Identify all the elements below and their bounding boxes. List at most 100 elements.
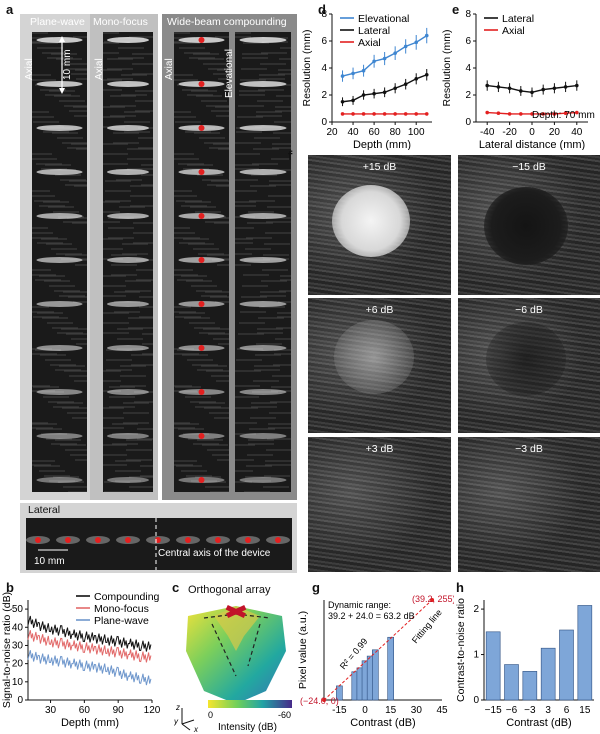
y-axis-label: Resolution (mm): [301, 29, 313, 106]
speckle: [274, 349, 291, 351]
speckle: [36, 428, 62, 430]
speckle: [195, 476, 221, 478]
reflector: [36, 213, 83, 219]
dynamic-range-chart: -15 0 15 30 45 Contrast (dB) Pixel value (a.u.…: [297, 594, 454, 729]
colorbar-tick-0: 0: [208, 710, 213, 720]
speckle: [242, 57, 268, 59]
speckle: [279, 290, 291, 292]
x-tick-label: 0: [529, 127, 535, 138]
speckle: [174, 79, 198, 81]
series-line: [27, 615, 152, 652]
data-point: [541, 112, 545, 116]
phantom-minus15: −15 dB: [458, 155, 600, 295]
speckle: [103, 380, 121, 382]
speckle: [108, 237, 134, 239]
speckle: [176, 465, 202, 467]
speckle: [279, 58, 291, 60]
speckle: [63, 291, 87, 293]
speckle: [32, 158, 57, 160]
speckle: [139, 316, 153, 318]
speckle: [193, 443, 219, 445]
y-tick-label: 2: [465, 90, 471, 101]
speckle: [73, 36, 87, 38]
speckle: [249, 200, 275, 202]
speckle: [273, 132, 291, 134]
speckle: [235, 242, 253, 244]
speckle: [103, 116, 125, 118]
phantom-minus3: −3 dB: [458, 437, 600, 572]
speckle: [181, 275, 207, 277]
speckle: [217, 69, 229, 71]
speckle: [255, 354, 281, 356]
speckle: [116, 179, 142, 181]
speckle: [257, 100, 283, 102]
speckle: [267, 206, 291, 208]
y-tick-label: 0: [17, 695, 23, 706]
speckle: [32, 111, 49, 113]
y-tick-label: 2: [321, 90, 327, 101]
speckle: [207, 184, 229, 186]
speckle: [113, 142, 139, 144]
x-tick-label: -20: [502, 127, 517, 138]
x-axis-label: Depth (mm): [61, 717, 119, 729]
axes-icon: [181, 708, 195, 731]
speckle: [214, 222, 229, 224]
reflector: [239, 169, 287, 175]
speckle: [53, 476, 79, 478]
data-point: [519, 112, 523, 116]
x-axis-label: Lateral distance (mm): [479, 139, 585, 150]
speckle: [260, 295, 286, 297]
speckle: [216, 185, 229, 187]
speckle: [118, 47, 144, 49]
marker-dot: [198, 345, 205, 351]
speckle: [32, 274, 56, 276]
speckle: [75, 264, 87, 266]
speckle: [45, 359, 71, 361]
bar: [540, 647, 556, 701]
speckle: [247, 222, 273, 224]
speckle: [263, 254, 289, 256]
speckle: [67, 217, 87, 219]
speckle: [65, 184, 87, 186]
speckle: [135, 90, 153, 92]
speckle: [261, 52, 287, 54]
speckle: [183, 238, 209, 240]
speckle: [121, 94, 147, 96]
inclusion-dark: [484, 187, 568, 265]
speckle: [250, 417, 276, 419]
speckle: [245, 476, 271, 478]
colorbar-label: Intensity (dB): [218, 722, 277, 733]
speckle: [32, 232, 53, 234]
marker-dot: [198, 213, 205, 219]
speckle: [55, 439, 81, 441]
panel-f-label: f: [288, 148, 293, 163]
speckle: [209, 147, 229, 149]
speckle: [182, 89, 208, 91]
marker-dot: [95, 537, 101, 543]
speckle: [126, 439, 152, 441]
reflector: [107, 37, 149, 43]
speckle: [181, 470, 207, 472]
elevational-label: Elevational: [224, 49, 235, 98]
array-title: Orthogonal array: [188, 584, 271, 596]
legend-label: Elevational: [358, 13, 409, 25]
speckle: [235, 179, 258, 181]
speckle: [76, 78, 87, 80]
speckle: [247, 454, 273, 456]
speckle: [111, 254, 137, 256]
speckle: [41, 238, 67, 240]
speckle: [235, 142, 261, 144]
speckle: [32, 116, 54, 118]
axis-x-label: x: [193, 725, 199, 734]
speckle: [65, 449, 87, 451]
speckle: [129, 486, 153, 488]
speckle: [277, 312, 291, 314]
speckle: [198, 58, 224, 60]
speckle: [60, 444, 86, 446]
speckle: [138, 137, 153, 139]
speckle: [275, 106, 291, 108]
speckle: [40, 89, 66, 91]
speckle: [32, 190, 50, 192]
speckle: [191, 285, 217, 287]
speckle: [206, 105, 229, 107]
